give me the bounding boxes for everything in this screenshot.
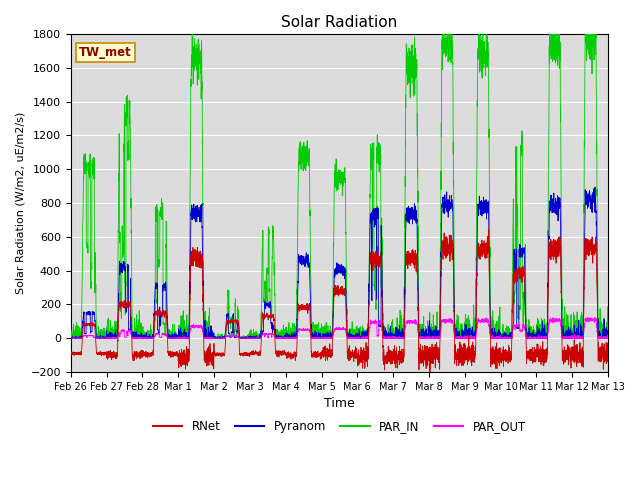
RNet bbox=[426, 370, 434, 376]
Pyranom bbox=[319, 336, 327, 341]
RNet bbox=[484, 227, 492, 232]
Line: PAR_IN: PAR_IN bbox=[71, 9, 608, 338]
X-axis label: Time: Time bbox=[324, 397, 355, 410]
PAR_OUT bbox=[68, 336, 76, 341]
PAR_OUT bbox=[604, 336, 612, 341]
Pyranom bbox=[164, 321, 172, 326]
PAR_IN bbox=[604, 313, 611, 319]
Y-axis label: Solar Radiation (W/m2, uE/m2/s): Solar Radiation (W/m2, uE/m2/s) bbox=[15, 112, 25, 294]
Text: TW_met: TW_met bbox=[79, 46, 132, 59]
PAR_OUT bbox=[319, 335, 327, 341]
PAR_IN bbox=[67, 324, 75, 329]
PAR_IN bbox=[319, 328, 327, 334]
Pyranom bbox=[604, 331, 611, 336]
Line: PAR_OUT: PAR_OUT bbox=[71, 317, 608, 338]
Pyranom bbox=[67, 336, 75, 341]
PAR_OUT bbox=[67, 336, 75, 341]
RNet bbox=[319, 344, 327, 350]
PAR_OUT bbox=[490, 335, 498, 340]
PAR_IN bbox=[430, 336, 438, 341]
PAR_OUT bbox=[460, 335, 468, 340]
Legend: RNet, Pyranom, PAR_IN, PAR_OUT: RNet, Pyranom, PAR_IN, PAR_OUT bbox=[148, 415, 531, 438]
RNet bbox=[430, 357, 438, 362]
PAR_IN bbox=[604, 323, 612, 328]
PAR_IN bbox=[67, 336, 75, 341]
PAR_OUT bbox=[430, 334, 438, 339]
RNet bbox=[604, 350, 612, 356]
PAR_OUT bbox=[604, 335, 611, 340]
Pyranom bbox=[591, 184, 599, 190]
Pyranom bbox=[67, 335, 75, 341]
PAR_IN bbox=[586, 6, 594, 12]
Pyranom bbox=[460, 335, 468, 340]
RNet bbox=[460, 355, 468, 360]
Line: RNet: RNet bbox=[71, 229, 608, 373]
PAR_OUT bbox=[584, 314, 591, 320]
RNet bbox=[490, 348, 498, 353]
Pyranom bbox=[430, 327, 438, 333]
Pyranom bbox=[604, 333, 612, 338]
Line: Pyranom: Pyranom bbox=[71, 187, 608, 338]
RNet bbox=[67, 352, 75, 358]
RNet bbox=[163, 333, 171, 338]
Title: Solar Radiation: Solar Radiation bbox=[282, 15, 397, 30]
PAR_IN bbox=[490, 328, 498, 334]
PAR_IN bbox=[460, 336, 468, 341]
PAR_OUT bbox=[164, 334, 172, 340]
PAR_IN bbox=[164, 324, 172, 329]
Pyranom bbox=[490, 336, 498, 341]
RNet bbox=[604, 347, 611, 353]
